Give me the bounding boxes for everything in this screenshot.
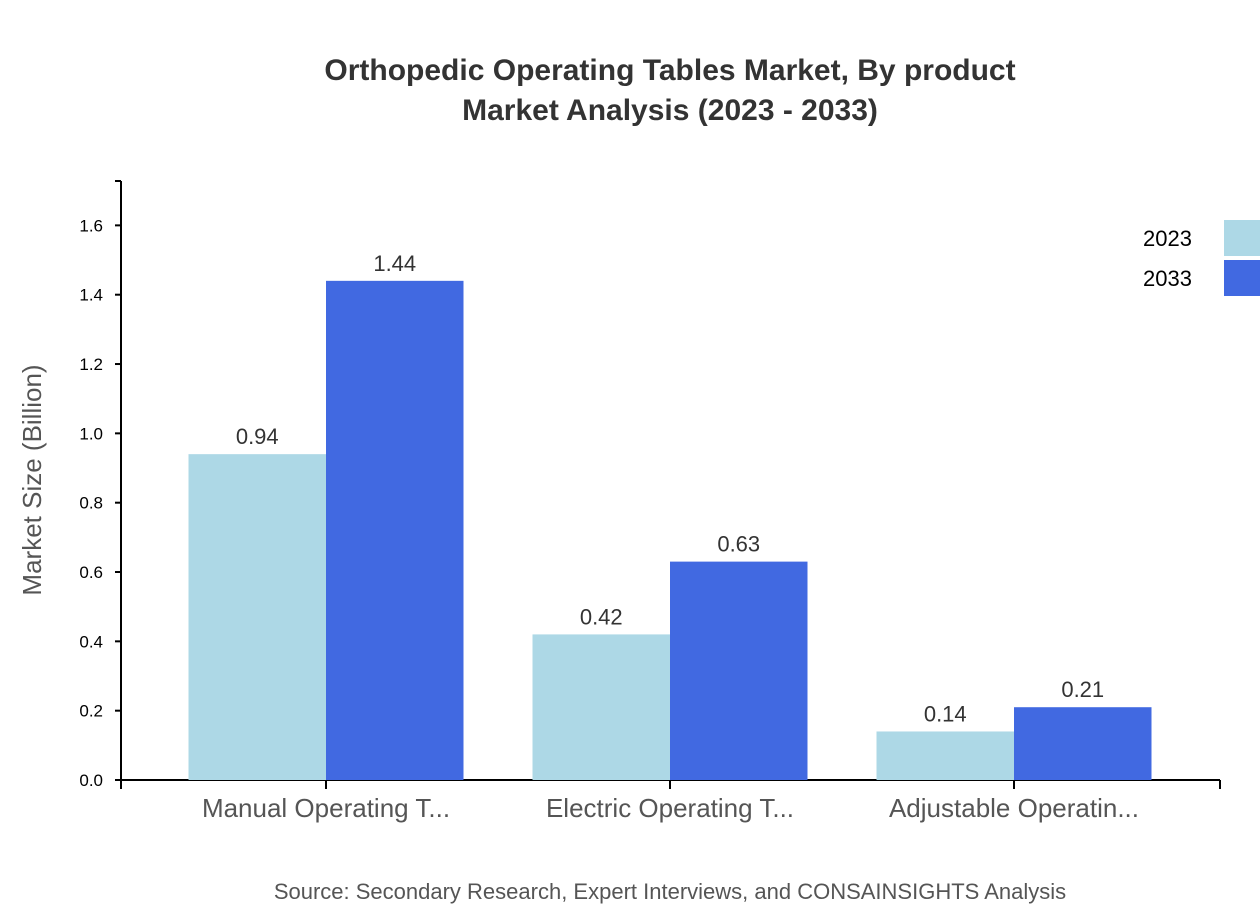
data-label: 0.21 [1061,677,1104,702]
data-label: 0.14 [924,701,967,726]
data-label: 0.94 [236,424,279,449]
legend-label: 2033 [1143,266,1192,291]
source-note: Source: Secondary Research, Expert Inter… [274,879,1066,904]
x-tick-label: Electric Operating T... [546,793,794,823]
y-tick-label: 1.4 [79,286,103,305]
legend-swatch-2023 [1224,220,1260,256]
y-tick-label: 1.6 [79,216,103,235]
y-tick-label: 0.8 [79,494,103,513]
y-tick-label: 0.2 [79,702,103,721]
chart-title: Orthopedic Operating Tables Market, By p… [324,54,1015,87]
bar-2023 [188,454,326,780]
y-tick-label: 0.0 [79,771,103,790]
x-tick-label: Manual Operating T... [202,793,450,823]
chart-subtitle: Market Analysis (2023 - 2033) [462,94,878,127]
y-tick-label: 1.2 [79,355,103,374]
legend-swatch-2033 [1224,260,1260,296]
y-tick-label: 1.0 [79,424,103,443]
x-tick-label: Adjustable Operatin... [889,793,1139,823]
y-axis-label: Market Size (Billion) [17,364,47,595]
y-tick-label: 0.6 [79,563,103,582]
bar-2023 [532,634,670,780]
data-label: 0.63 [717,532,760,557]
bar-2023 [876,731,1014,780]
data-label: 1.44 [373,251,416,276]
bar-2033 [670,561,808,780]
data-label: 0.42 [580,604,623,629]
bar-2033 [326,280,464,780]
legend-label: 2023 [1143,226,1192,251]
bar-2033 [1014,707,1152,780]
y-tick-label: 0.4 [79,632,103,651]
